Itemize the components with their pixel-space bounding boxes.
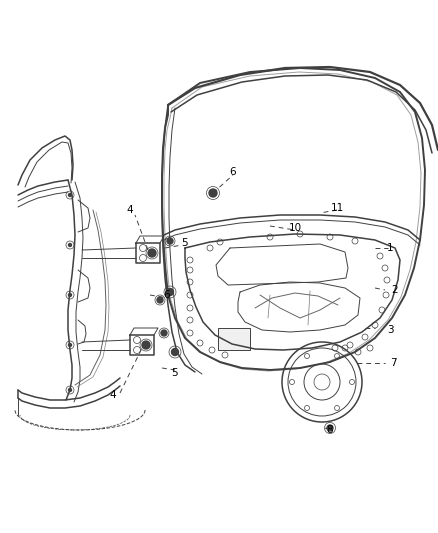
Circle shape <box>68 244 71 246</box>
Circle shape <box>327 425 333 431</box>
Circle shape <box>166 288 173 295</box>
Text: 5: 5 <box>172 368 178 378</box>
Circle shape <box>68 389 71 392</box>
Text: 11: 11 <box>330 203 344 213</box>
Circle shape <box>209 189 217 197</box>
Text: 6: 6 <box>230 167 237 177</box>
Circle shape <box>68 294 71 296</box>
Text: 1: 1 <box>387 243 393 253</box>
Circle shape <box>157 297 163 303</box>
Circle shape <box>161 330 167 336</box>
Text: 2: 2 <box>392 285 398 295</box>
Circle shape <box>172 349 179 356</box>
Circle shape <box>68 193 71 197</box>
Text: 6: 6 <box>164 290 170 300</box>
FancyBboxPatch shape <box>218 328 250 350</box>
Text: 3: 3 <box>387 325 393 335</box>
Text: 10: 10 <box>289 223 301 233</box>
Text: 7: 7 <box>390 358 396 368</box>
Circle shape <box>148 249 156 257</box>
Text: 8: 8 <box>327 425 333 435</box>
Circle shape <box>167 238 173 244</box>
Text: 4: 4 <box>127 205 133 215</box>
Circle shape <box>68 343 71 346</box>
Text: 4: 4 <box>110 390 117 400</box>
Text: 5: 5 <box>182 238 188 248</box>
Circle shape <box>142 341 150 349</box>
